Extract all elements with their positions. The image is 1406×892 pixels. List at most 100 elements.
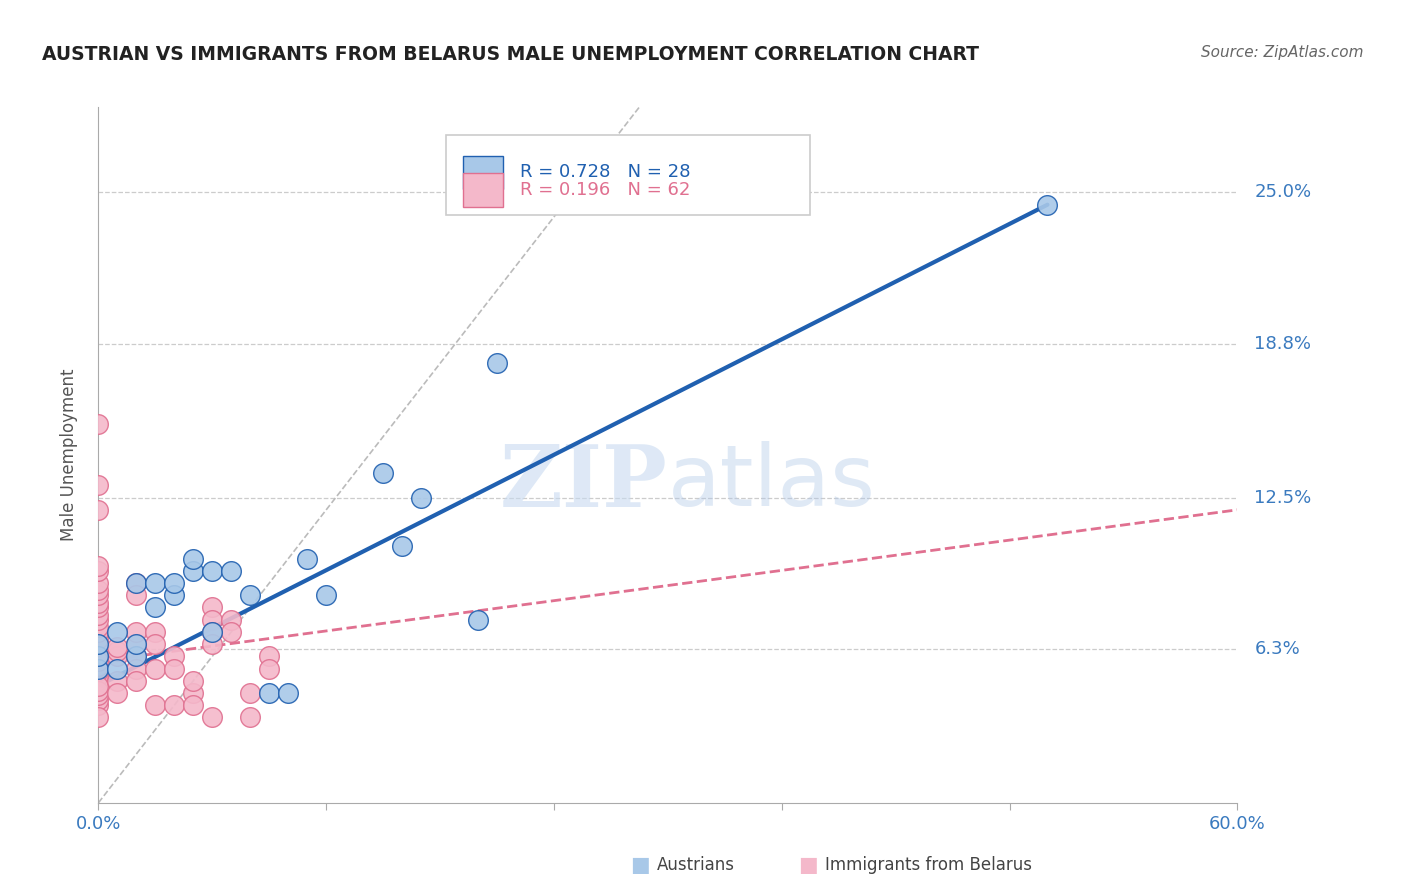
- Point: [87, 664, 110, 678]
- Point: [145, 661, 167, 675]
- Text: R = 0.728   N = 28: R = 0.728 N = 28: [520, 163, 690, 181]
- Point: [87, 659, 110, 673]
- Point: [239, 588, 262, 602]
- FancyBboxPatch shape: [463, 156, 503, 189]
- Point: [183, 673, 205, 688]
- Point: [87, 576, 110, 591]
- Point: [107, 624, 129, 639]
- Point: [125, 588, 148, 602]
- Point: [411, 491, 433, 505]
- Point: [467, 613, 489, 627]
- Point: [277, 686, 299, 700]
- Point: [183, 564, 205, 578]
- Y-axis label: Male Unemployment: Male Unemployment: [59, 368, 77, 541]
- Text: Austrians: Austrians: [657, 856, 734, 874]
- Text: Immigrants from Belarus: Immigrants from Belarus: [825, 856, 1032, 874]
- Point: [125, 637, 148, 651]
- FancyBboxPatch shape: [463, 173, 503, 207]
- Point: [163, 661, 186, 675]
- Point: [87, 596, 110, 610]
- Point: [87, 693, 110, 707]
- Point: [259, 686, 281, 700]
- Point: [183, 686, 205, 700]
- Point: [297, 551, 319, 566]
- Point: [145, 600, 167, 615]
- Point: [87, 654, 110, 668]
- Point: [221, 564, 243, 578]
- Point: [87, 669, 110, 683]
- Point: [163, 698, 186, 713]
- Point: [107, 673, 129, 688]
- Point: [183, 551, 205, 566]
- Point: [87, 607, 110, 622]
- Point: [87, 588, 110, 602]
- Point: [125, 673, 148, 688]
- Point: [201, 637, 224, 651]
- Point: [87, 637, 110, 651]
- Point: [87, 632, 110, 647]
- Point: [201, 600, 224, 615]
- Point: [125, 661, 148, 675]
- Point: [87, 661, 110, 675]
- Point: [145, 624, 167, 639]
- Point: [87, 583, 110, 598]
- Point: [201, 624, 224, 639]
- FancyBboxPatch shape: [446, 135, 810, 215]
- Point: [87, 600, 110, 615]
- Text: 6.3%: 6.3%: [1254, 640, 1301, 658]
- Text: 12.5%: 12.5%: [1254, 489, 1312, 507]
- Point: [201, 613, 224, 627]
- Point: [183, 698, 205, 713]
- Point: [87, 644, 110, 658]
- Point: [163, 649, 186, 664]
- Point: [87, 649, 110, 664]
- Point: [145, 698, 167, 713]
- Point: [87, 417, 110, 432]
- Point: [391, 540, 413, 554]
- Point: [87, 503, 110, 517]
- Point: [259, 661, 281, 675]
- Text: 25.0%: 25.0%: [1254, 184, 1312, 202]
- Point: [201, 624, 224, 639]
- Point: [125, 624, 148, 639]
- Text: Source: ZipAtlas.com: Source: ZipAtlas.com: [1201, 45, 1364, 60]
- Text: AUSTRIAN VS IMMIGRANTS FROM BELARUS MALE UNEMPLOYMENT CORRELATION CHART: AUSTRIAN VS IMMIGRANTS FROM BELARUS MALE…: [42, 45, 979, 63]
- Point: [201, 564, 224, 578]
- Point: [221, 624, 243, 639]
- Text: 18.8%: 18.8%: [1254, 334, 1312, 353]
- Point: [87, 559, 110, 574]
- Point: [145, 637, 167, 651]
- Point: [87, 683, 110, 698]
- Point: [125, 576, 148, 591]
- Point: [87, 698, 110, 713]
- Point: [163, 576, 186, 591]
- Point: [107, 661, 129, 675]
- Text: ZIP: ZIP: [501, 441, 668, 524]
- Point: [87, 613, 110, 627]
- Text: atlas: atlas: [668, 442, 876, 524]
- Point: [201, 710, 224, 724]
- Point: [87, 478, 110, 492]
- Point: [87, 689, 110, 703]
- Point: [87, 620, 110, 634]
- Point: [125, 576, 148, 591]
- Text: R = 0.196   N = 62: R = 0.196 N = 62: [520, 181, 690, 199]
- Point: [87, 710, 110, 724]
- Point: [107, 686, 129, 700]
- Point: [163, 588, 186, 602]
- Point: [239, 686, 262, 700]
- Text: ■: ■: [799, 855, 818, 875]
- Point: [1036, 197, 1059, 211]
- Point: [221, 613, 243, 627]
- Point: [107, 644, 129, 658]
- Point: [239, 710, 262, 724]
- Point: [87, 637, 110, 651]
- Point: [125, 649, 148, 664]
- Point: [87, 564, 110, 578]
- Point: [125, 649, 148, 664]
- Point: [87, 649, 110, 664]
- Point: [145, 576, 167, 591]
- Point: [315, 588, 337, 602]
- Point: [87, 673, 110, 688]
- Point: [87, 624, 110, 639]
